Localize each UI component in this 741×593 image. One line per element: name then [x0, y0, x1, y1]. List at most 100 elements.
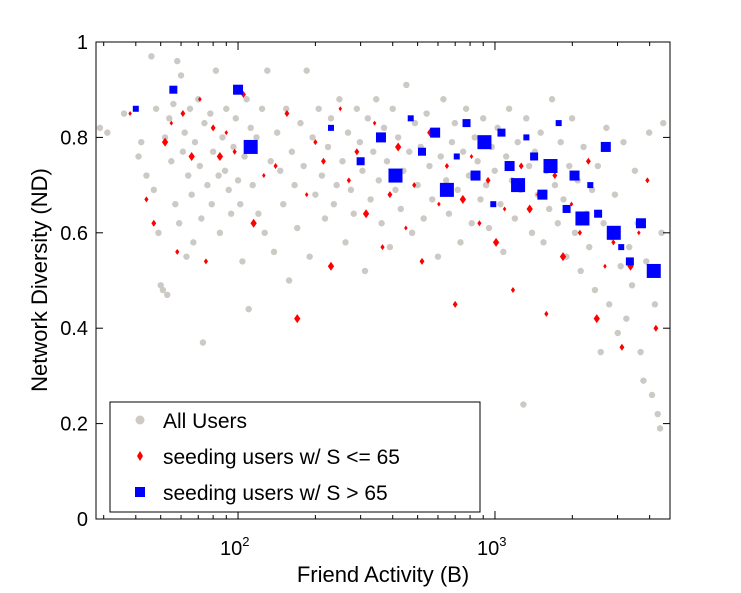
- point-seeding-low: [452, 300, 458, 308]
- legend-marker-seeding-low: [137, 451, 143, 461]
- point-seeding-low: [395, 142, 402, 152]
- point-seeding-low: [224, 130, 229, 136]
- point-all-users: [152, 105, 160, 112]
- legend-label-all-users: All Users: [163, 410, 247, 433]
- point-all-users: [216, 229, 224, 236]
- y-tick-label: 0.8: [60, 127, 88, 149]
- point-seeding-low: [128, 111, 132, 117]
- point-seeding-low: [637, 230, 641, 236]
- point-all-users: [386, 243, 394, 251]
- point-all-users: [645, 129, 653, 136]
- point-seeding-high: [646, 263, 661, 278]
- point-all-users: [491, 167, 498, 174]
- point-all-users: [264, 67, 271, 74]
- point-seeding-low: [469, 153, 474, 159]
- point-all-users: [392, 186, 399, 194]
- point-all-users: [104, 129, 111, 136]
- point-seeding-low: [210, 124, 216, 132]
- point-all-users: [631, 167, 639, 174]
- point-all-users: [468, 220, 475, 227]
- point-all-users: [190, 239, 197, 246]
- point-all-users: [199, 339, 207, 346]
- point-all-users: [249, 181, 256, 189]
- point-all-users: [437, 153, 444, 160]
- point-all-users: [291, 181, 298, 189]
- point-seeding-high: [587, 182, 594, 189]
- point-all-users: [212, 67, 220, 74]
- point-all-users: [511, 215, 519, 222]
- point-seeding-low: [485, 176, 491, 184]
- point-seeding-low: [437, 201, 441, 207]
- point-seeding-low: [346, 177, 351, 184]
- point-seeding-high: [462, 119, 471, 128]
- point-seeding-high: [327, 124, 334, 131]
- point-all-users: [367, 196, 374, 203]
- point-all-users: [580, 143, 587, 151]
- point-seeding-low: [459, 194, 467, 204]
- point-all-users: [285, 277, 293, 284]
- point-all-users: [208, 200, 215, 208]
- point-seeding-low: [294, 314, 301, 324]
- point-seeding-low: [510, 287, 516, 294]
- point-all-users: [96, 124, 104, 132]
- point-all-users: [280, 200, 287, 208]
- point-all-users: [261, 229, 268, 236]
- point-seeding-low: [354, 148, 360, 156]
- point-seeding-high: [555, 120, 562, 127]
- point-seeding-low: [188, 151, 195, 161]
- point-seeding-low: [175, 248, 180, 255]
- point-all-users: [594, 162, 602, 170]
- point-all-users: [359, 167, 366, 174]
- point-seeding-low: [232, 148, 237, 155]
- point-seeding-low: [151, 219, 157, 227]
- point-seeding-high: [530, 152, 539, 161]
- point-all-users: [588, 186, 596, 194]
- point-all-users: [414, 181, 421, 189]
- point-seeding-high: [569, 170, 580, 181]
- point-seeding-low: [262, 173, 266, 179]
- point-seeding-low: [559, 252, 567, 262]
- legend-box: [109, 401, 481, 513]
- point-all-users: [554, 220, 561, 227]
- point-all-users: [166, 115, 173, 122]
- point-all-users: [215, 172, 222, 179]
- point-all-users: [306, 253, 313, 260]
- point-all-users: [353, 105, 361, 112]
- point-seeding-high: [635, 218, 646, 229]
- point-all-users: [175, 220, 183, 227]
- point-seeding-low: [645, 177, 650, 184]
- point-all-users: [457, 239, 464, 246]
- point-all-users: [640, 377, 647, 384]
- point-all-users: [243, 96, 250, 103]
- point-all-users: [548, 96, 556, 103]
- point-all-users: [315, 105, 322, 112]
- point-all-users: [186, 105, 194, 112]
- y-tick-label: 1: [77, 32, 88, 54]
- point-all-users: [600, 220, 607, 227]
- point-all-users: [255, 210, 262, 217]
- point-all-users: [637, 348, 644, 356]
- point-all-users: [159, 286, 167, 294]
- point-seeding-low: [387, 191, 393, 199]
- y-axis-label: Network Diversity (ND): [27, 168, 52, 392]
- x-tick-label: 103: [477, 534, 506, 560]
- point-all-users: [500, 248, 507, 256]
- point-all-users: [378, 220, 385, 227]
- x-tick-label: 102: [220, 534, 249, 560]
- point-all-users: [448, 138, 456, 146]
- point-seeding-high: [575, 211, 590, 226]
- point-all-users: [297, 119, 304, 127]
- point-all-users: [520, 401, 527, 408]
- point-seeding-low: [203, 258, 209, 265]
- point-all-users: [327, 115, 335, 122]
- point-all-users: [277, 167, 284, 174]
- point-all-users: [150, 186, 157, 194]
- point-all-users: [471, 134, 478, 141]
- point-all-users: [333, 181, 340, 189]
- point-seeding-low: [169, 120, 174, 126]
- point-all-users: [643, 258, 650, 265]
- point-seeding-low: [321, 157, 326, 165]
- point-all-users: [191, 138, 199, 146]
- point-seeding-high: [477, 135, 492, 150]
- point-seeding-low: [144, 196, 149, 203]
